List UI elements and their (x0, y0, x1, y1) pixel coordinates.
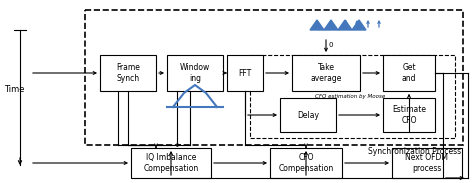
Text: Window
ing: Window ing (180, 63, 210, 83)
Bar (227, 55, 263, 91)
Text: Time: Time (4, 85, 24, 94)
Bar (100, 55, 156, 91)
Polygon shape (310, 20, 324, 30)
Bar (383, 55, 435, 91)
Text: CFO
Compensation: CFO Compensation (278, 153, 334, 173)
Bar (250, 55, 455, 138)
Text: Get
and: Get and (402, 63, 416, 83)
Bar (280, 98, 336, 132)
Text: Synchronization Process: Synchronization Process (368, 147, 461, 156)
Text: Delay: Delay (297, 111, 319, 119)
Polygon shape (352, 20, 366, 30)
Bar (383, 98, 435, 132)
Text: Frame
Synch: Frame Synch (116, 63, 140, 83)
Text: FFT: FFT (238, 68, 252, 77)
Text: Next OFDM
process: Next OFDM process (405, 153, 448, 173)
Text: 0: 0 (329, 42, 334, 48)
Bar (292, 55, 360, 91)
Bar (270, 148, 342, 178)
Text: CFO estimation by Moose: CFO estimation by Moose (315, 94, 385, 99)
Text: IQ Imbalance
Compensation: IQ Imbalance Compensation (143, 153, 199, 173)
Bar (85, 10, 463, 145)
Bar (131, 148, 211, 178)
Bar (167, 55, 223, 91)
Text: Estimate
CFO: Estimate CFO (392, 105, 426, 125)
Bar (392, 148, 462, 178)
Text: Take
average: Take average (310, 63, 342, 83)
Polygon shape (324, 20, 338, 30)
Polygon shape (338, 20, 352, 30)
